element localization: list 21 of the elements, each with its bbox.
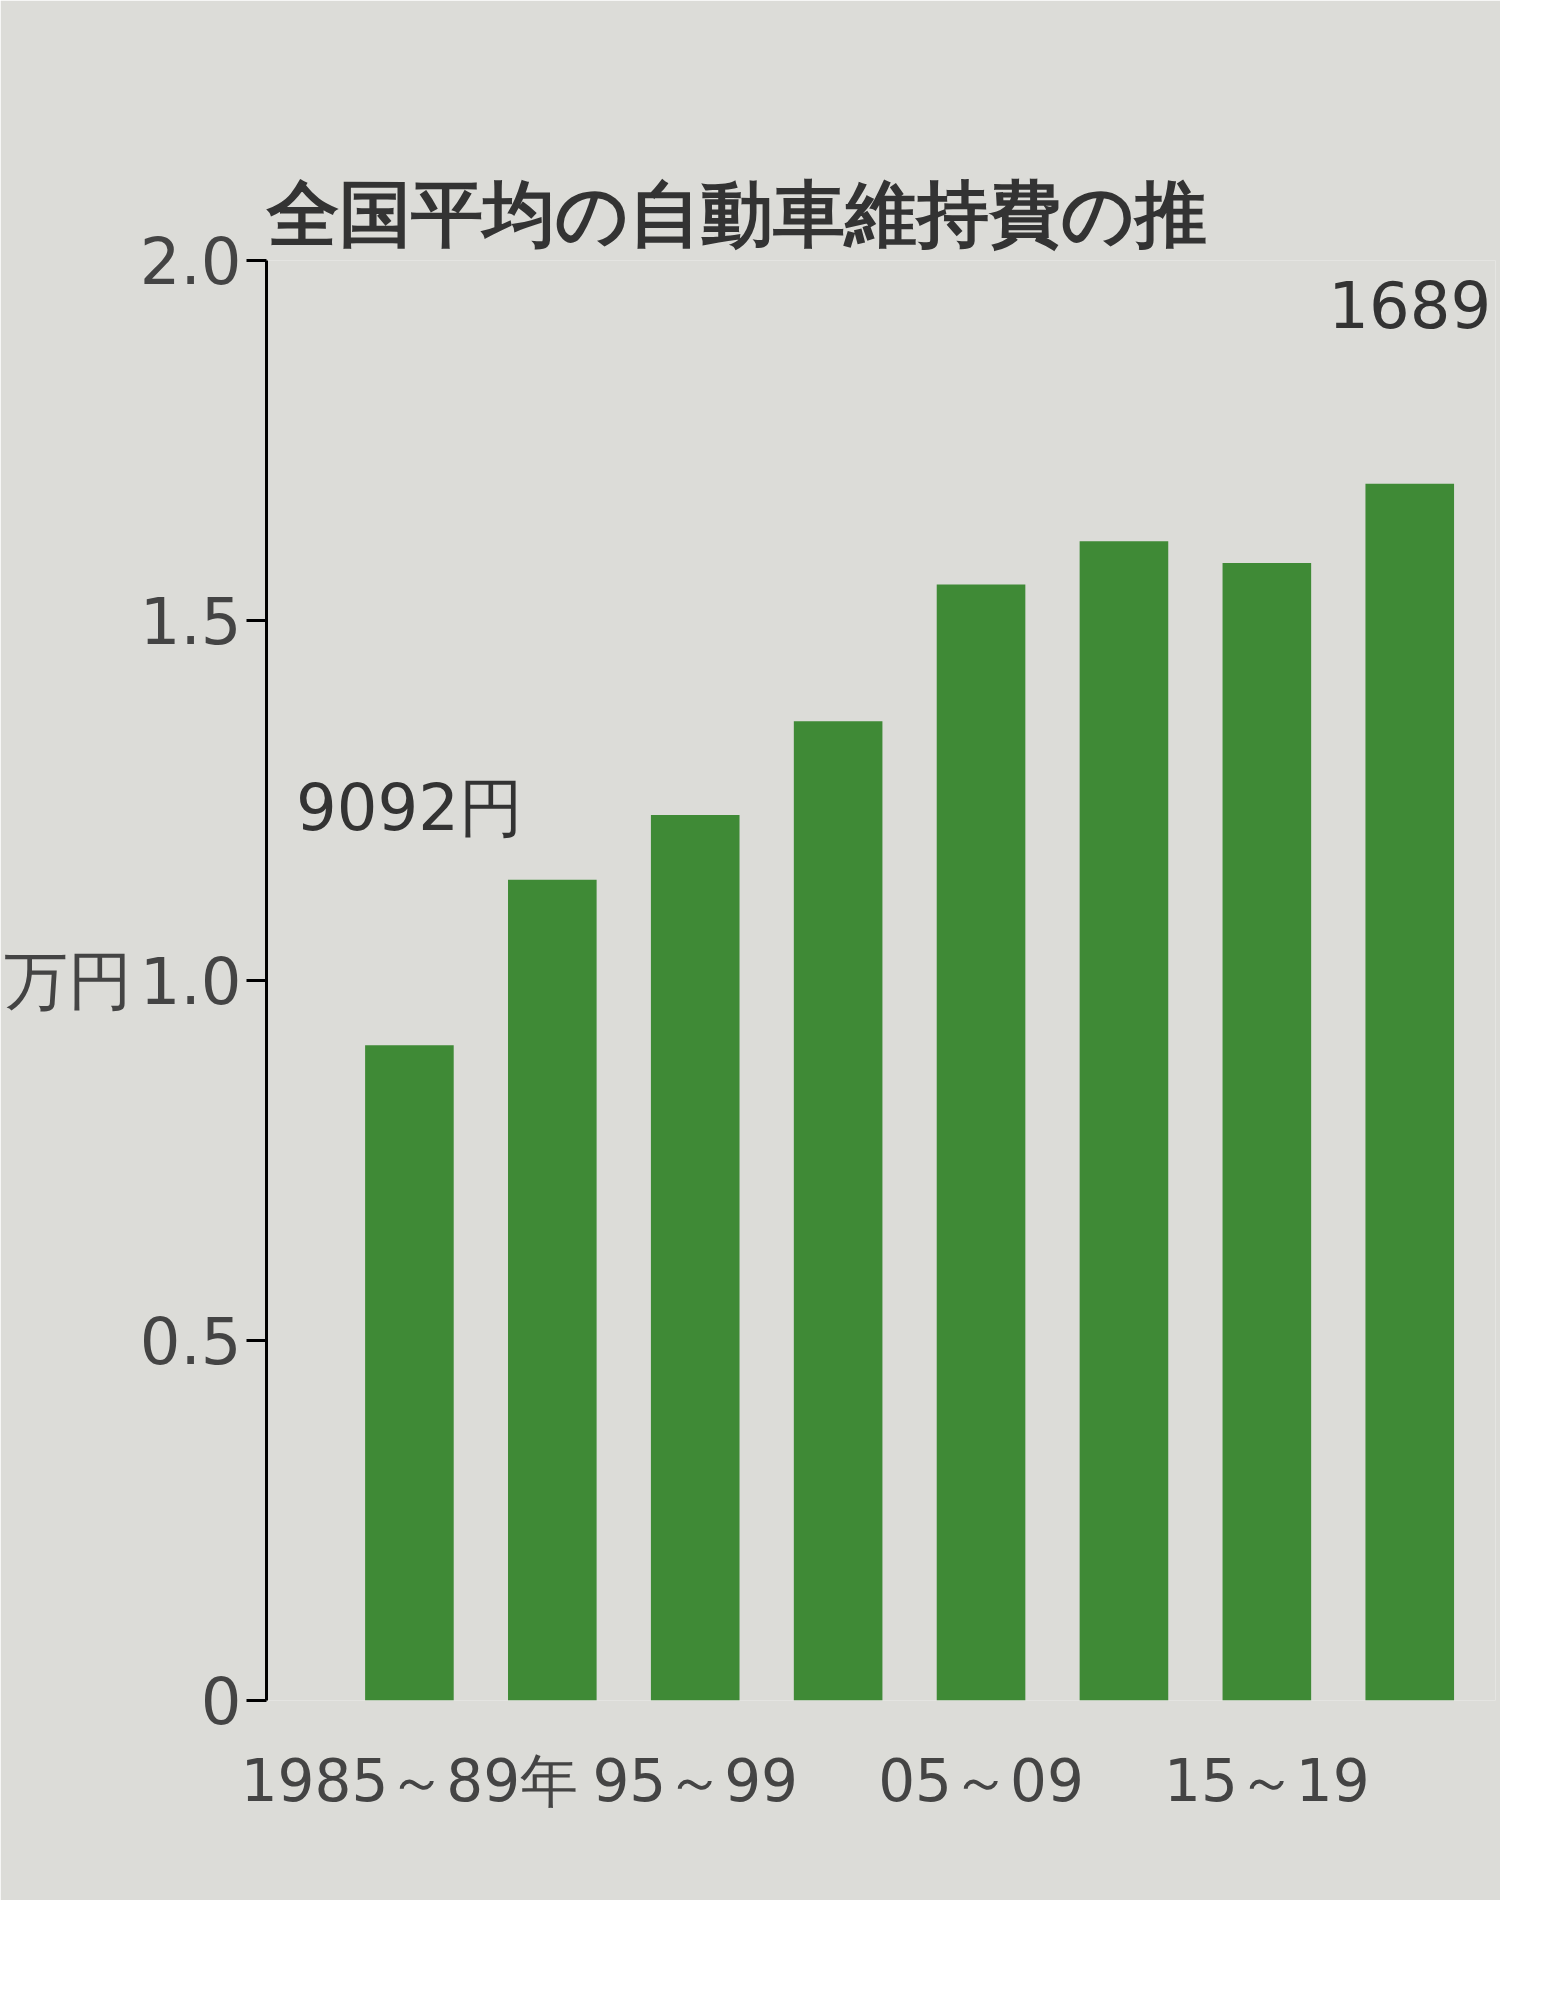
bar: [936, 584, 1026, 1701]
y-tick-label: 0.5: [139, 1305, 242, 1379]
y-tick-label: 1.5: [139, 585, 242, 659]
x-tick-label: 95～99: [592, 1746, 799, 1815]
bar: [508, 879, 597, 1701]
bar: [365, 1045, 454, 1701]
bar: [793, 721, 883, 1701]
x-tick-label: 15～19: [1164, 1746, 1370, 1815]
bar: [1079, 541, 1169, 1701]
y-tick-label: 0: [200, 1665, 242, 1739]
bar: [650, 814, 740, 1701]
bar: [1365, 483, 1455, 1701]
x-tick-label: 1985～89年: [240, 1746, 579, 1815]
bar: [1222, 562, 1312, 1701]
chart-title: 全国平均の自動車維持費の推: [265, 171, 1207, 256]
x-tick-label: 05～09: [878, 1746, 1084, 1815]
annotation: 9092円: [295, 771, 523, 846]
y-axis-title: 万円: [3, 943, 132, 1018]
annotation: 1689: [1328, 268, 1492, 343]
y-tick-label: 2.0: [139, 225, 242, 299]
y-tick-label: 1.0: [139, 945, 242, 1019]
